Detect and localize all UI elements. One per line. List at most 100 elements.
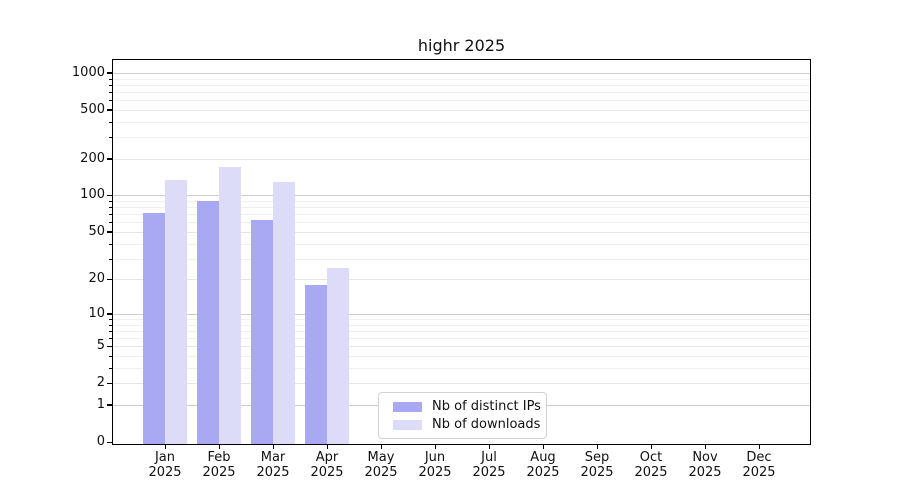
y-tick-label-200: 200 [80,150,105,166]
x-tick-label-6: Jul 2025 [461,450,517,480]
minor-gridline-y-3 [113,367,810,369]
x-tick-mark-7 [542,444,544,449]
year-label: 2025 [256,465,290,480]
month-label: Feb [207,450,231,465]
y-minor-tick-mark-600 [109,100,112,102]
y-minor-tick-mark-70 [109,214,112,216]
y-tick-label-10: 10 [88,305,105,321]
y-minor-tick-mark-900 [109,78,112,80]
y-tick-label-1: 1 [96,396,105,412]
year-label: 2025 [634,465,668,480]
x-tick-label-7: Aug 2025 [515,450,571,480]
x-tick-label-9: Oct 2025 [623,450,679,480]
y-minor-tick-mark-8 [109,324,112,326]
y-minor-tick-mark-4 [109,356,112,358]
year-label: 2025 [310,465,344,480]
gridline-y-10 [113,313,810,315]
y-minor-tick-mark-300 [109,137,112,139]
year-label: 2025 [742,465,776,480]
legend-swatch-downloads [393,419,422,430]
y-minor-tick-mark-90 [109,201,112,203]
gridline-y-1000 [113,72,810,74]
minor-gridline-y-30 [113,258,810,260]
gridline-y-20 [113,279,810,281]
bar-distinct-ips-mar [251,219,273,444]
y-minor-tick-mark-700 [109,91,112,93]
bar-downloads-apr [327,267,349,444]
y-minor-tick-mark-9 [109,319,112,320]
minor-gridline-y-900 [113,78,810,80]
x-tick-mark-5 [434,444,436,449]
gridline-y-100 [113,195,810,197]
y-tick-mark-20 [107,278,112,281]
y-tick-label-2: 2 [96,375,105,391]
month-label: Jun [424,450,446,465]
gridline-y-5 [113,346,810,348]
year-label: 2025 [526,465,560,480]
y-minor-tick-mark-6 [109,338,112,340]
month-label: Jan [154,450,176,465]
minor-gridline-y-800 [113,84,810,86]
y-minor-tick-mark-800 [109,84,112,86]
minor-gridline-y-9 [113,319,810,320]
minor-gridline-y-400 [113,121,810,123]
month-label: Mar [260,450,286,465]
y-tick-mark-10 [107,313,112,315]
minor-gridline-y-70 [113,214,810,216]
x-tick-label-4: May 2025 [353,450,409,480]
y-tick-mark-0 [107,441,112,443]
minor-gridline-y-4 [113,356,810,358]
y-tick-mark-1000 [107,72,112,74]
x-tick-mark-6 [488,444,490,449]
y-minor-tick-mark-60 [109,222,112,224]
chart-title: highr 2025 [417,36,506,55]
year-label: 2025 [418,465,452,480]
plot-area [112,59,811,445]
y-tick-mark-500 [107,109,112,111]
year-label: 2025 [148,465,182,480]
x-tick-mark-11 [758,444,760,449]
y-tick-mark-100 [107,194,112,197]
bar-distinct-ips-jan [143,212,165,444]
y-tick-label-20: 20 [88,271,105,287]
y-minor-tick-mark-3 [109,367,112,369]
month-label: Jul [481,450,497,465]
legend-label-distinct-ips: Nb of distinct IPs [432,399,541,414]
y-minor-tick-mark-40 [109,243,112,245]
y-tick-label-100: 100 [80,187,105,203]
month-label: Sep [584,450,610,465]
minor-gridline-y-8 [113,324,810,326]
x-tick-label-8: Sep 2025 [569,450,625,480]
month-label: May [367,450,395,465]
x-tick-label-5: Jun 2025 [407,450,463,480]
month-label: Oct [639,450,663,465]
x-tick-mark-0 [164,444,166,449]
year-label: 2025 [472,465,506,480]
y-minor-tick-mark-30 [109,258,112,260]
bar-distinct-ips-feb [197,201,219,444]
y-minor-tick-mark-400 [109,121,112,123]
legend: Nb of distinct IPs Nb of downloads [378,392,547,439]
legend-item-distinct-ips: Nb of distinct IPs [379,399,546,414]
minor-gridline-y-60 [113,222,810,224]
month-label: Dec [746,450,772,465]
x-tick-label-0: Jan 2025 [137,450,193,480]
month-label: Apr [315,450,339,465]
year-label: 2025 [688,465,722,480]
year-label: 2025 [202,465,236,480]
year-label: 2025 [364,465,398,480]
x-tick-label-3: Apr 2025 [299,450,355,480]
legend-item-downloads: Nb of downloads [379,417,546,432]
minor-gridline-y-300 [113,137,810,139]
x-tick-mark-3 [326,444,328,449]
gridline-y-2 [113,383,810,385]
month-label: Aug [530,450,556,465]
minor-gridline-y-700 [113,91,810,93]
y-minor-tick-mark-80 [109,207,112,209]
minor-gridline-y-40 [113,243,810,245]
x-tick-label-2: Mar 2025 [245,450,301,480]
y-tick-label-5: 5 [96,338,105,354]
y-tick-label-1000: 1000 [71,64,105,80]
minor-gridline-y-7 [113,330,810,332]
